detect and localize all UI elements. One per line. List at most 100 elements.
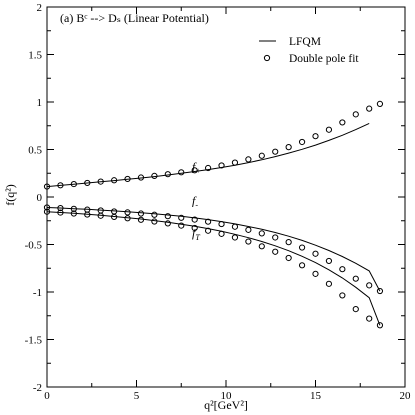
legend-label-lfqm: LFQM: [289, 36, 321, 48]
fit-point: [43, 204, 51, 211]
series-lines: [46, 122, 381, 326]
fit-point: [191, 167, 198, 174]
fit-point: [285, 239, 292, 246]
fit-point: [312, 250, 319, 257]
fit-point: [111, 213, 118, 221]
x-tick-label: 10: [221, 390, 233, 402]
fit-point: [70, 210, 77, 217]
chart-annotation: (a) Bᶜ --> Dₛ (Linear Potential): [60, 11, 209, 25]
y-tick-label: 1: [37, 97, 43, 109]
y-tick-label: 1.5: [28, 50, 42, 62]
fit-point: [178, 169, 185, 176]
fit-point: [151, 218, 158, 225]
fit-point: [339, 266, 346, 273]
fit-point: [97, 212, 104, 219]
series-label-1: f-: [192, 194, 198, 210]
series-label-subscript: -: [195, 201, 198, 210]
fit-point: [178, 214, 185, 221]
legend-circle-swatch: [263, 54, 271, 62]
fit-point: [137, 174, 145, 181]
fit-point: [137, 210, 145, 217]
fit-point: [164, 213, 171, 220]
y-tick-label: 0.5: [28, 145, 42, 157]
fit-point: [70, 205, 77, 212]
fit-point: [298, 262, 306, 269]
fit-point: [124, 175, 131, 183]
fit-point: [231, 234, 239, 241]
series-label-2: fT: [192, 226, 200, 242]
series-label-subscript: T: [195, 233, 200, 242]
fit-point: [298, 244, 306, 251]
fit-point: [218, 230, 225, 237]
fit-point: [258, 230, 265, 237]
fit-point: [57, 205, 64, 212]
fit-point: [178, 222, 185, 229]
fit-point: [111, 177, 118, 184]
fit-point: [191, 216, 198, 223]
fit-point: [57, 182, 64, 189]
fit-point: [84, 179, 91, 187]
x-tick-label: 5: [134, 390, 140, 402]
series-label-subscript: +: [195, 166, 200, 175]
fit-point: [218, 220, 225, 228]
fit-point: [376, 322, 384, 329]
fit-point: [70, 180, 77, 188]
fit-point: [124, 209, 131, 216]
fit-point: [339, 292, 346, 299]
fit-point: [84, 211, 91, 218]
series-line-0: [46, 122, 370, 188]
fit-point: [352, 111, 359, 118]
fit-point: [325, 257, 333, 265]
fit-point: [258, 152, 265, 159]
axis-ticks: 0 5 10 15 20 -2 -1.5 -1 -0.5 0 0.5 1 1.5 2: [25, 2, 411, 402]
x-tick-label: 0: [44, 390, 50, 402]
x-axis-title: q²[GeV²]: [204, 398, 248, 412]
fit-point: [376, 287, 384, 295]
fit-point: [376, 100, 384, 108]
fit-point: [164, 171, 171, 178]
fit-point: [352, 306, 359, 313]
legend: LFQM Double pole fit: [259, 36, 359, 65]
fit-point: [164, 220, 171, 227]
fit-point: [205, 218, 212, 225]
fit-point: [272, 234, 279, 241]
fit-point: [151, 172, 158, 180]
y-axis-title: f(q²): [3, 184, 17, 206]
fit-point: [231, 159, 239, 166]
series-markers: [43, 100, 384, 329]
fit-point: [325, 280, 333, 287]
y-tick-label: -2: [33, 382, 42, 394]
fit-point: [366, 105, 373, 112]
fit-point: [325, 126, 333, 133]
fit-point: [312, 270, 319, 277]
fit-point: [218, 162, 225, 169]
fit-point: [272, 148, 279, 155]
fit-point: [298, 138, 306, 146]
y-tick-label: -0.5: [25, 240, 43, 252]
legend-label-fit: Double pole fit: [289, 53, 359, 65]
y-tick-label: -1: [33, 287, 42, 299]
fit-point: [366, 315, 373, 322]
fit-point: [245, 226, 252, 233]
fit-point: [151, 211, 158, 218]
fit-point: [205, 227, 212, 234]
fit-point: [366, 282, 373, 289]
series-line-2: [46, 211, 381, 326]
y-tick-label: -1.5: [25, 335, 43, 347]
fit-point: [124, 215, 131, 222]
fit-point: [97, 178, 104, 185]
x-tick-label: 15: [310, 390, 322, 402]
fit-point: [137, 216, 145, 223]
fit-point: [272, 248, 279, 255]
fit-point: [43, 183, 51, 190]
fit-point: [43, 208, 51, 215]
y-tick-label: 0: [37, 192, 43, 204]
fit-point: [258, 243, 265, 250]
fit-point: [285, 144, 292, 151]
fit-point: [312, 133, 319, 140]
fit-point: [245, 238, 252, 245]
fit-point: [205, 164, 212, 172]
y-tick-label: 2: [37, 2, 43, 14]
fit-point: [245, 156, 252, 163]
